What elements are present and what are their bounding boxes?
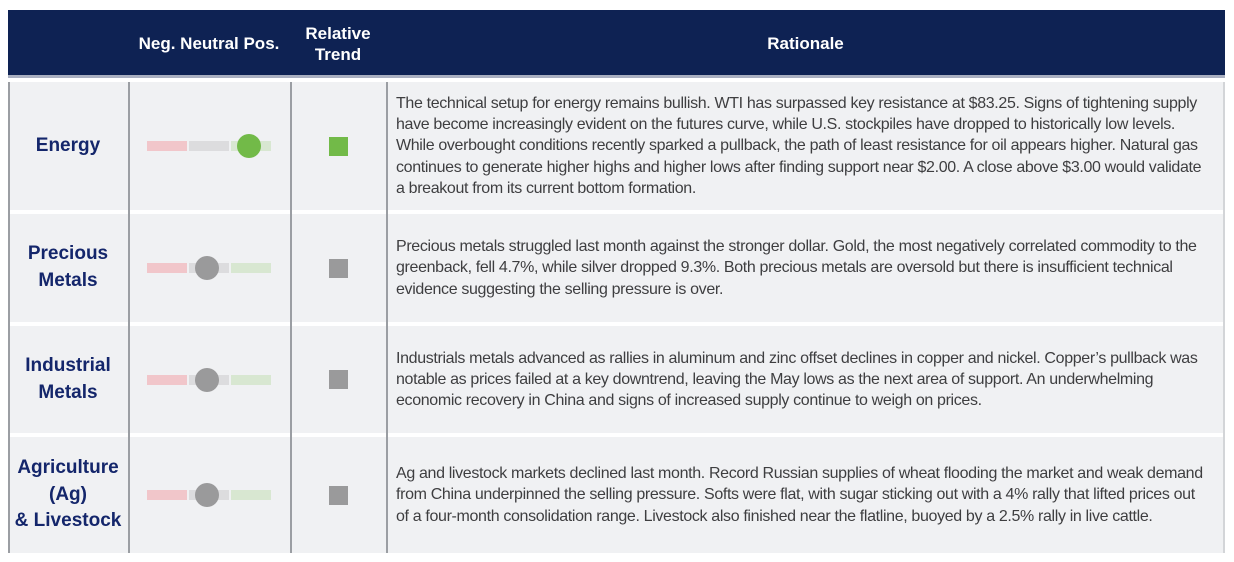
sentiment-knob	[194, 483, 219, 507]
grid-line-col3	[386, 82, 388, 553]
table-row: Industrial Metals Industrials metals adv…	[8, 326, 1225, 433]
sentiment-knob	[236, 134, 261, 158]
sentiment-slider	[147, 483, 271, 507]
commodity-sentiment-table: Neg. Neutral Pos. Relative Trend Rationa…	[8, 10, 1225, 553]
relative-trend-square	[328, 370, 348, 389]
grid-line-col2	[290, 82, 292, 553]
sentiment-slider	[147, 256, 271, 280]
rationale-text: Ag and livestock markets declined last m…	[396, 465, 1203, 525]
negative-track-segment	[147, 263, 187, 273]
table-row: Energy The technical setup for energy re…	[8, 82, 1225, 210]
table-body: Energy The technical setup for energy re…	[8, 82, 1225, 553]
header-sector-spacer	[8, 10, 128, 75]
negative-track-segment	[147, 141, 187, 151]
positive-track-segment	[231, 490, 271, 500]
relative-trend-square	[328, 136, 348, 156]
relative-trend-square	[328, 485, 348, 505]
sector-label: Industrial Metals	[25, 354, 111, 403]
sentiment-slider	[147, 134, 271, 158]
table-row: Agriculture (Ag) & Livestock Ag and live…	[8, 437, 1225, 553]
rationale-text: Industrials metals advanced as rallies i…	[396, 349, 1198, 410]
negative-track-segment	[147, 374, 187, 385]
rationale-text: The technical setup for energy remains b…	[396, 94, 1202, 197]
header-relative-trend: Relative Trend	[305, 24, 371, 64]
neutral-track-segment	[189, 141, 229, 151]
sentiment-knob	[194, 367, 219, 392]
positive-track-segment	[231, 263, 271, 273]
sector-label: Energy	[35, 134, 101, 156]
negative-track-segment	[147, 490, 187, 500]
sentiment-knob	[194, 256, 219, 280]
sector-label: Agriculture (Ag) & Livestock	[14, 457, 122, 532]
sentiment-slider	[147, 367, 271, 392]
grid-line-left	[8, 82, 10, 553]
header-sentiment: Neg. Neutral Pos.	[138, 34, 280, 54]
table-row: Precious Metals Precious metals struggle…	[8, 214, 1225, 322]
rationale-text: Precious metals struggled last month aga…	[396, 238, 1197, 298]
header-rationale: Rationale	[767, 34, 844, 54]
table-header-row: Neg. Neutral Pos. Relative Trend Rationa…	[8, 10, 1225, 78]
grid-line-col1	[128, 82, 130, 553]
positive-track-segment	[231, 374, 271, 385]
relative-trend-square	[328, 258, 348, 278]
sector-label: Precious Metals	[27, 243, 109, 291]
grid-line-right	[1223, 82, 1225, 553]
